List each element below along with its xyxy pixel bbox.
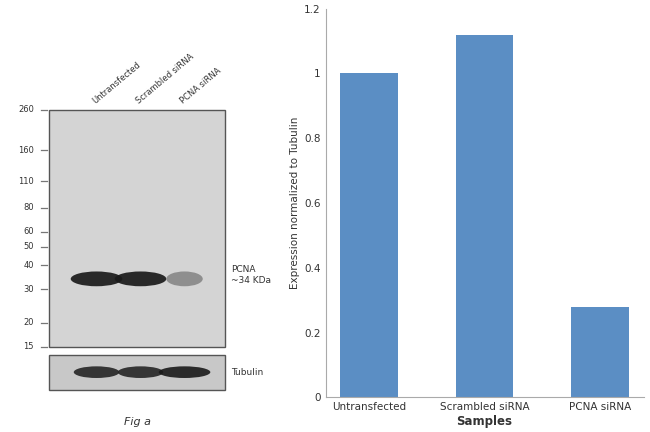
Text: 260: 260 — [18, 105, 34, 114]
Bar — [571, 307, 629, 397]
Text: 20: 20 — [23, 318, 34, 327]
Ellipse shape — [115, 271, 166, 286]
Text: Tubulin: Tubulin — [231, 368, 263, 377]
Text: 60: 60 — [23, 227, 34, 236]
Bar — [49, 110, 225, 347]
Text: Scrambled siRNA: Scrambled siRNA — [135, 52, 196, 106]
Bar — [49, 355, 225, 390]
Ellipse shape — [159, 366, 211, 378]
Text: Untransfected: Untransfected — [91, 60, 142, 106]
X-axis label: Samples: Samples — [456, 415, 512, 428]
Text: PCNA siRNA: PCNA siRNA — [179, 67, 223, 106]
Bar — [456, 35, 514, 397]
Text: 160: 160 — [18, 146, 34, 155]
Ellipse shape — [71, 271, 122, 286]
Text: 50: 50 — [23, 242, 34, 251]
Text: 40: 40 — [23, 261, 34, 270]
Y-axis label: Expression normalized to Tubulin: Expression normalized to Tubulin — [290, 117, 300, 289]
Text: Fig a: Fig a — [124, 417, 151, 427]
Ellipse shape — [73, 366, 120, 378]
Text: 80: 80 — [23, 203, 34, 212]
Text: PCNA
~34 KDa: PCNA ~34 KDa — [231, 264, 271, 286]
Ellipse shape — [118, 366, 163, 378]
Text: 15: 15 — [23, 343, 34, 351]
Text: 30: 30 — [23, 285, 34, 294]
Text: 110: 110 — [18, 177, 34, 186]
Bar — [340, 73, 398, 397]
Ellipse shape — [166, 271, 203, 286]
